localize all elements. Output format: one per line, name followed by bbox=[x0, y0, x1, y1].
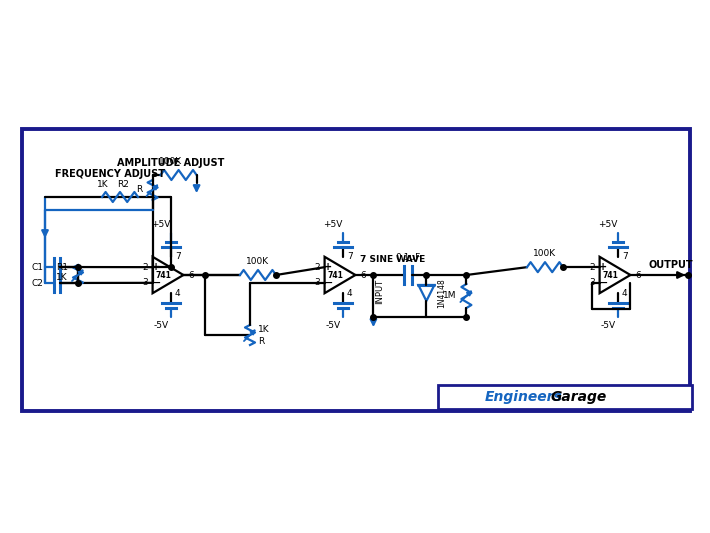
Text: Garage: Garage bbox=[551, 390, 607, 404]
Text: R1: R1 bbox=[56, 262, 68, 271]
Text: 4: 4 bbox=[175, 289, 180, 298]
Text: 6: 6 bbox=[188, 271, 194, 279]
Text: INPUT: INPUT bbox=[376, 279, 384, 304]
Text: -5V: -5V bbox=[153, 321, 168, 330]
Text: +5V: +5V bbox=[323, 220, 342, 229]
Text: 1M: 1M bbox=[443, 292, 457, 301]
Text: 1K: 1K bbox=[97, 180, 109, 189]
Text: 4: 4 bbox=[346, 289, 352, 298]
Text: 3: 3 bbox=[142, 278, 148, 287]
Text: -5V: -5V bbox=[600, 321, 616, 330]
Text: C1: C1 bbox=[31, 262, 43, 271]
Text: 7: 7 bbox=[622, 252, 628, 261]
Text: −: − bbox=[324, 278, 333, 288]
Text: 741: 741 bbox=[328, 271, 344, 279]
Text: +5V: +5V bbox=[598, 220, 618, 229]
Text: 3: 3 bbox=[589, 278, 594, 287]
Text: R: R bbox=[136, 185, 143, 195]
Text: 7 SINE WAVE: 7 SINE WAVE bbox=[361, 255, 426, 264]
Text: R: R bbox=[258, 337, 264, 346]
Text: 741: 741 bbox=[156, 271, 172, 279]
Text: 4: 4 bbox=[622, 289, 628, 298]
Text: +: + bbox=[599, 262, 607, 272]
Text: Engineers: Engineers bbox=[485, 390, 563, 404]
Text: R2: R2 bbox=[117, 180, 129, 189]
Text: 741: 741 bbox=[603, 271, 618, 279]
Text: +: + bbox=[152, 262, 160, 272]
Text: 6: 6 bbox=[635, 271, 641, 279]
Text: 100K: 100K bbox=[246, 257, 270, 266]
Text: 2: 2 bbox=[314, 263, 320, 272]
Text: OUTPUT: OUTPUT bbox=[648, 260, 693, 270]
Text: 3: 3 bbox=[314, 278, 320, 287]
Text: C2: C2 bbox=[31, 279, 43, 287]
Bar bbox=[438, 385, 692, 409]
Text: 1N4148: 1N4148 bbox=[437, 278, 447, 308]
Text: 6: 6 bbox=[361, 271, 366, 279]
Text: FREQUENCY ADJUST: FREQUENCY ADJUST bbox=[55, 169, 165, 179]
Text: −: − bbox=[599, 278, 608, 288]
Text: −: − bbox=[151, 278, 161, 288]
Text: AMPLITUDE ADJUST: AMPLITUDE ADJUST bbox=[117, 158, 224, 168]
Text: 2: 2 bbox=[589, 263, 594, 272]
Text: 100K: 100K bbox=[533, 249, 557, 258]
Text: 7: 7 bbox=[175, 252, 180, 261]
Text: 2: 2 bbox=[142, 263, 148, 272]
Text: +5V: +5V bbox=[151, 220, 170, 229]
Text: 1K: 1K bbox=[258, 326, 270, 335]
Bar bbox=[22, 129, 690, 411]
Text: 1K: 1K bbox=[56, 273, 68, 282]
Text: 100K: 100K bbox=[159, 157, 182, 166]
Text: 7: 7 bbox=[346, 252, 353, 261]
Text: 0.1uF: 0.1uF bbox=[395, 253, 421, 262]
Text: -5V: -5V bbox=[325, 321, 340, 330]
Text: +: + bbox=[324, 262, 332, 272]
